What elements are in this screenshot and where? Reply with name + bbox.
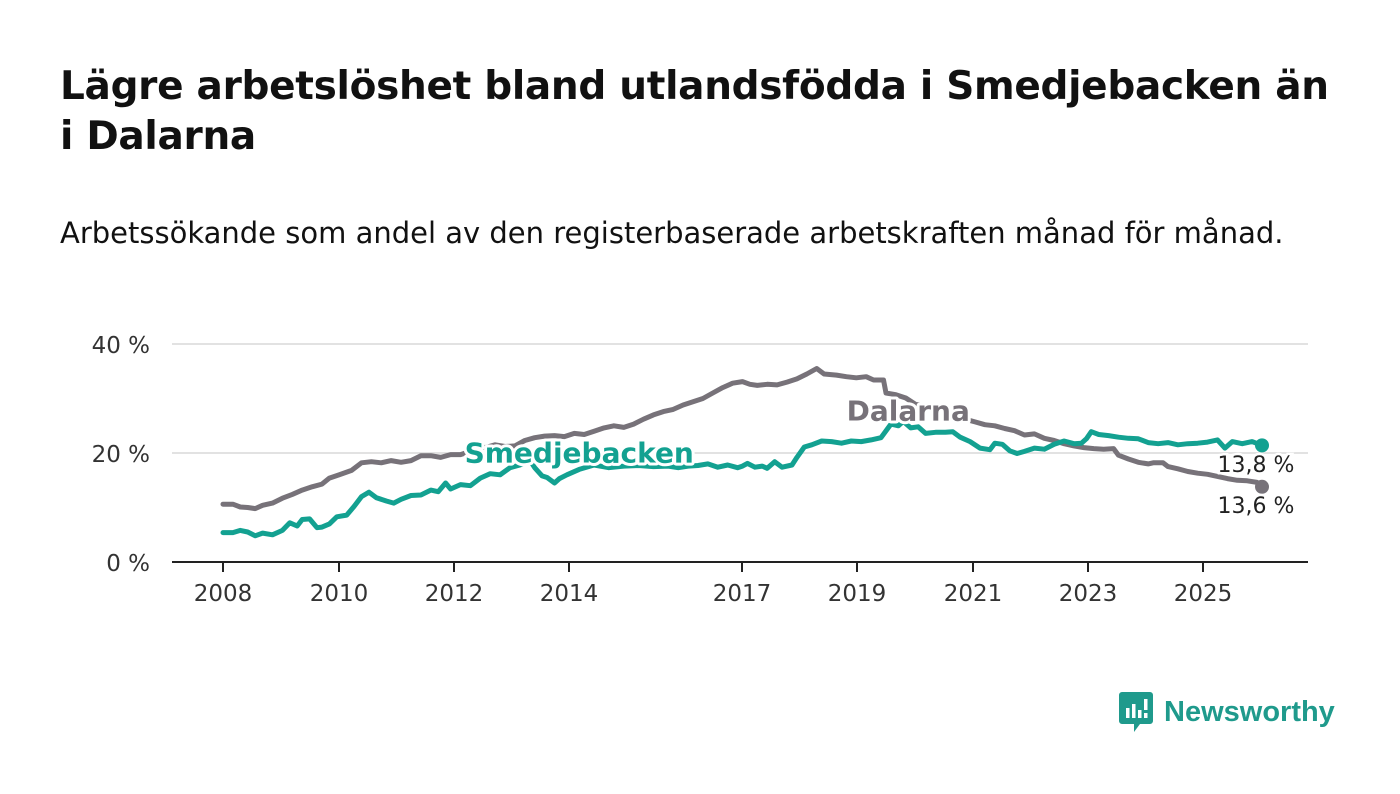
y-tick-label: 0 % [106,551,150,577]
x-tick-label: 2019 [828,581,887,607]
series-line-smedjebacken [220,418,1265,539]
x-tick-label: 2025 [1174,581,1233,607]
series-line-dalarna [220,366,1265,512]
x-tick-label: 2023 [1059,581,1118,607]
series-lines [220,366,1269,539]
x-tick-label: 2014 [540,581,599,607]
end-value-label: 13,8 % [1218,453,1295,478]
y-tick-label: 40 % [92,333,150,359]
end-value-label: 13,6 % [1218,494,1295,519]
y-axis: 0 % 20 % 40 % [92,333,150,577]
chart-title: Lägre arbetslöshet bland utlandsfödda i … [60,64,1329,159]
series-name-label: Smedjebacken [465,436,694,469]
end-point-smedjebacken [1255,438,1269,453]
brand-name: Newsworthy [1164,695,1335,728]
x-tick-label: 2017 [713,581,772,607]
series-labels: Dalarna Smedjebacken 13,8 % 13,6 % [462,391,1297,521]
x-axis: 2008 2010 2012 2014 2017 2019 2021 2023 2025 [172,561,1308,607]
brand-logo: Newsworthy [1118,690,1335,734]
x-tick-label: 2008 [194,581,253,607]
x-tick-label: 2010 [310,581,369,607]
x-tick-label: 2012 [425,581,484,607]
series-name-label: Dalarna [847,394,970,427]
x-tick-label: 2021 [944,581,1003,607]
chart-speech-bubble-icon [1119,692,1153,732]
end-point-dalarna [1255,479,1269,494]
y-tick-label: 20 % [92,442,150,468]
chart-subtitle: Arbetssökande som andel av den registerb… [60,216,1284,250]
